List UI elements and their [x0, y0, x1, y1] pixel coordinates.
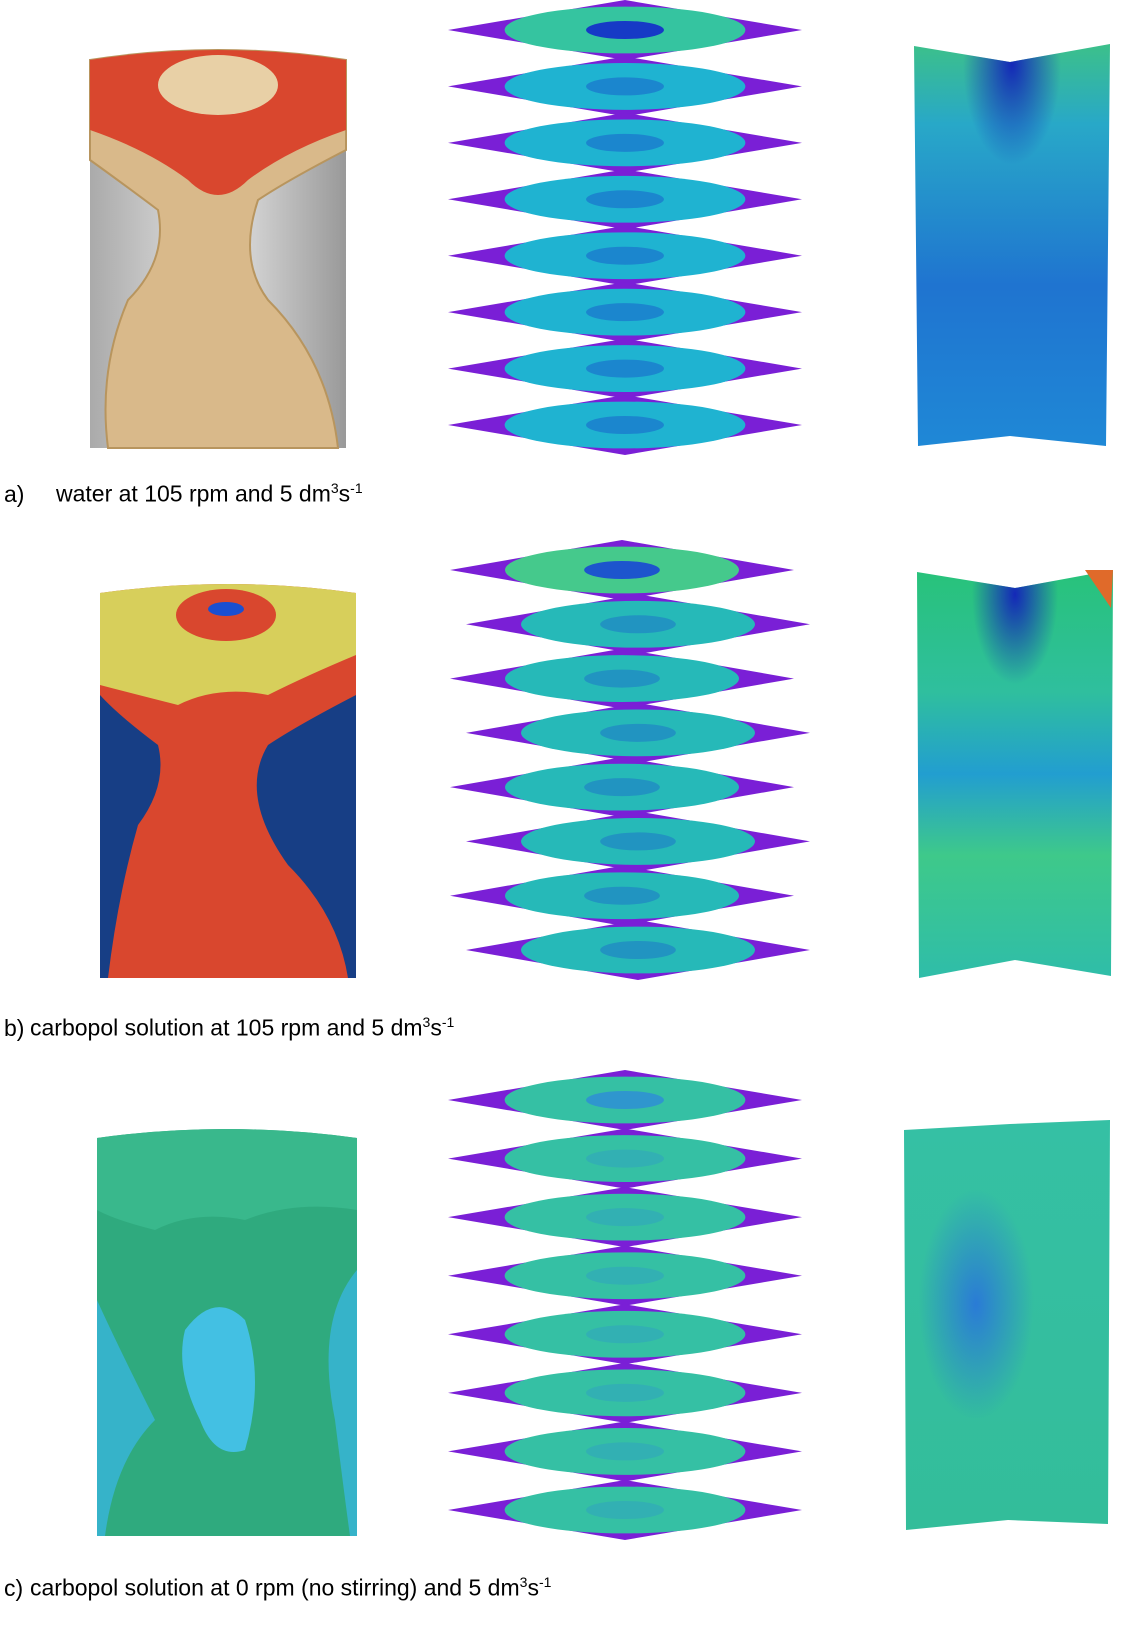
slice-core: [584, 778, 660, 797]
slice-core: [586, 416, 664, 434]
slice-core: [600, 832, 676, 851]
slice-field: [504, 1252, 746, 1300]
slice-core: [586, 1266, 664, 1285]
slice-core: [586, 1149, 664, 1168]
slice-field: [504, 232, 746, 280]
vertical-slice-b: [917, 570, 1113, 978]
slice-field: [504, 119, 746, 167]
caption-unit: s: [338, 480, 351, 507]
caption-sup: -1: [350, 480, 363, 496]
slice-field: [504, 1135, 746, 1182]
panel-a: a) water at 105 rpm and 5 dm3s-1: [0, 0, 1136, 520]
slice-field: [504, 1310, 746, 1358]
slice-field: [505, 763, 739, 811]
caption-c: c) carbopol solution at 0 rpm (no stirrin…: [4, 1574, 551, 1602]
caption-prefix: c): [4, 1574, 24, 1601]
slice-field: [521, 600, 755, 648]
caption-sup: 3: [330, 480, 339, 496]
isosurface-cylinder-b: [100, 584, 356, 978]
plane-stack-c: [448, 1070, 802, 1540]
slice-core: [586, 21, 664, 39]
slice-field: [505, 655, 739, 702]
plane-stack-b: [450, 540, 810, 980]
slice-field: [504, 1486, 746, 1534]
slice-field: [504, 288, 746, 336]
slice-core: [586, 303, 664, 322]
panel-b: b) carbopol solution at 105 rpm and 5 dm3…: [4, 540, 1113, 1042]
slice-core: [586, 190, 664, 209]
slice-field: [521, 709, 755, 757]
slice-core: [586, 1208, 664, 1227]
slice-field: [521, 926, 755, 974]
slice-core: [584, 561, 660, 579]
caption-unit: s: [527, 1574, 539, 1601]
slice-core: [600, 941, 676, 959]
slice-field: [504, 345, 746, 392]
isosurface-cylinder-c: [97, 1129, 357, 1536]
slice-field: [504, 1193, 746, 1241]
slice-core: [586, 359, 664, 378]
caption-b: b) carbopol solution at 105 rpm and 5 dm3…: [4, 1014, 454, 1042]
caption-text: carbopol solution at 0 rpm (no stirring)…: [30, 1574, 520, 1601]
isosurface-cylinder-a: [89, 49, 347, 449]
caption-a: a) water at 105 rpm and 5 dm3s-1: [4, 480, 363, 508]
plane-stack-a: [448, 0, 802, 455]
slice-field: [504, 1428, 746, 1475]
slice-field: [504, 1369, 746, 1417]
slice-field: [504, 63, 746, 110]
slice-core: [586, 1091, 664, 1109]
slice-core: [586, 1442, 664, 1461]
slice-core: [586, 133, 664, 152]
slice-core: [586, 246, 664, 265]
caption-unit: s: [430, 1014, 442, 1041]
caption-sup: -1: [441, 1014, 455, 1030]
slice-field: [521, 818, 755, 865]
slice-core: [584, 669, 660, 688]
slice-field: [504, 401, 746, 449]
slice-core: [600, 615, 676, 634]
caption-sup: 3: [519, 1574, 528, 1590]
slice-field: [505, 872, 739, 920]
slice-core: [586, 1501, 664, 1519]
slice-field: [504, 175, 746, 223]
caption-sup: 3: [422, 1014, 431, 1030]
slice-core: [584, 886, 660, 905]
caption-prefix: a): [4, 480, 25, 507]
caption-text: water at 105 rpm and 5 dm: [56, 480, 331, 507]
slice-core: [586, 1383, 664, 1402]
caption-text: carbopol solution at 105 rpm and 5 dm: [30, 1014, 423, 1041]
vertical-slice-a: [914, 44, 1110, 446]
vertical-slice-c: [904, 1120, 1110, 1530]
caption-sup: -1: [538, 1574, 552, 1590]
caption-prefix: b): [4, 1014, 25, 1041]
slice-core: [586, 77, 664, 96]
slice-core: [600, 723, 676, 742]
slice-core: [586, 1325, 664, 1344]
